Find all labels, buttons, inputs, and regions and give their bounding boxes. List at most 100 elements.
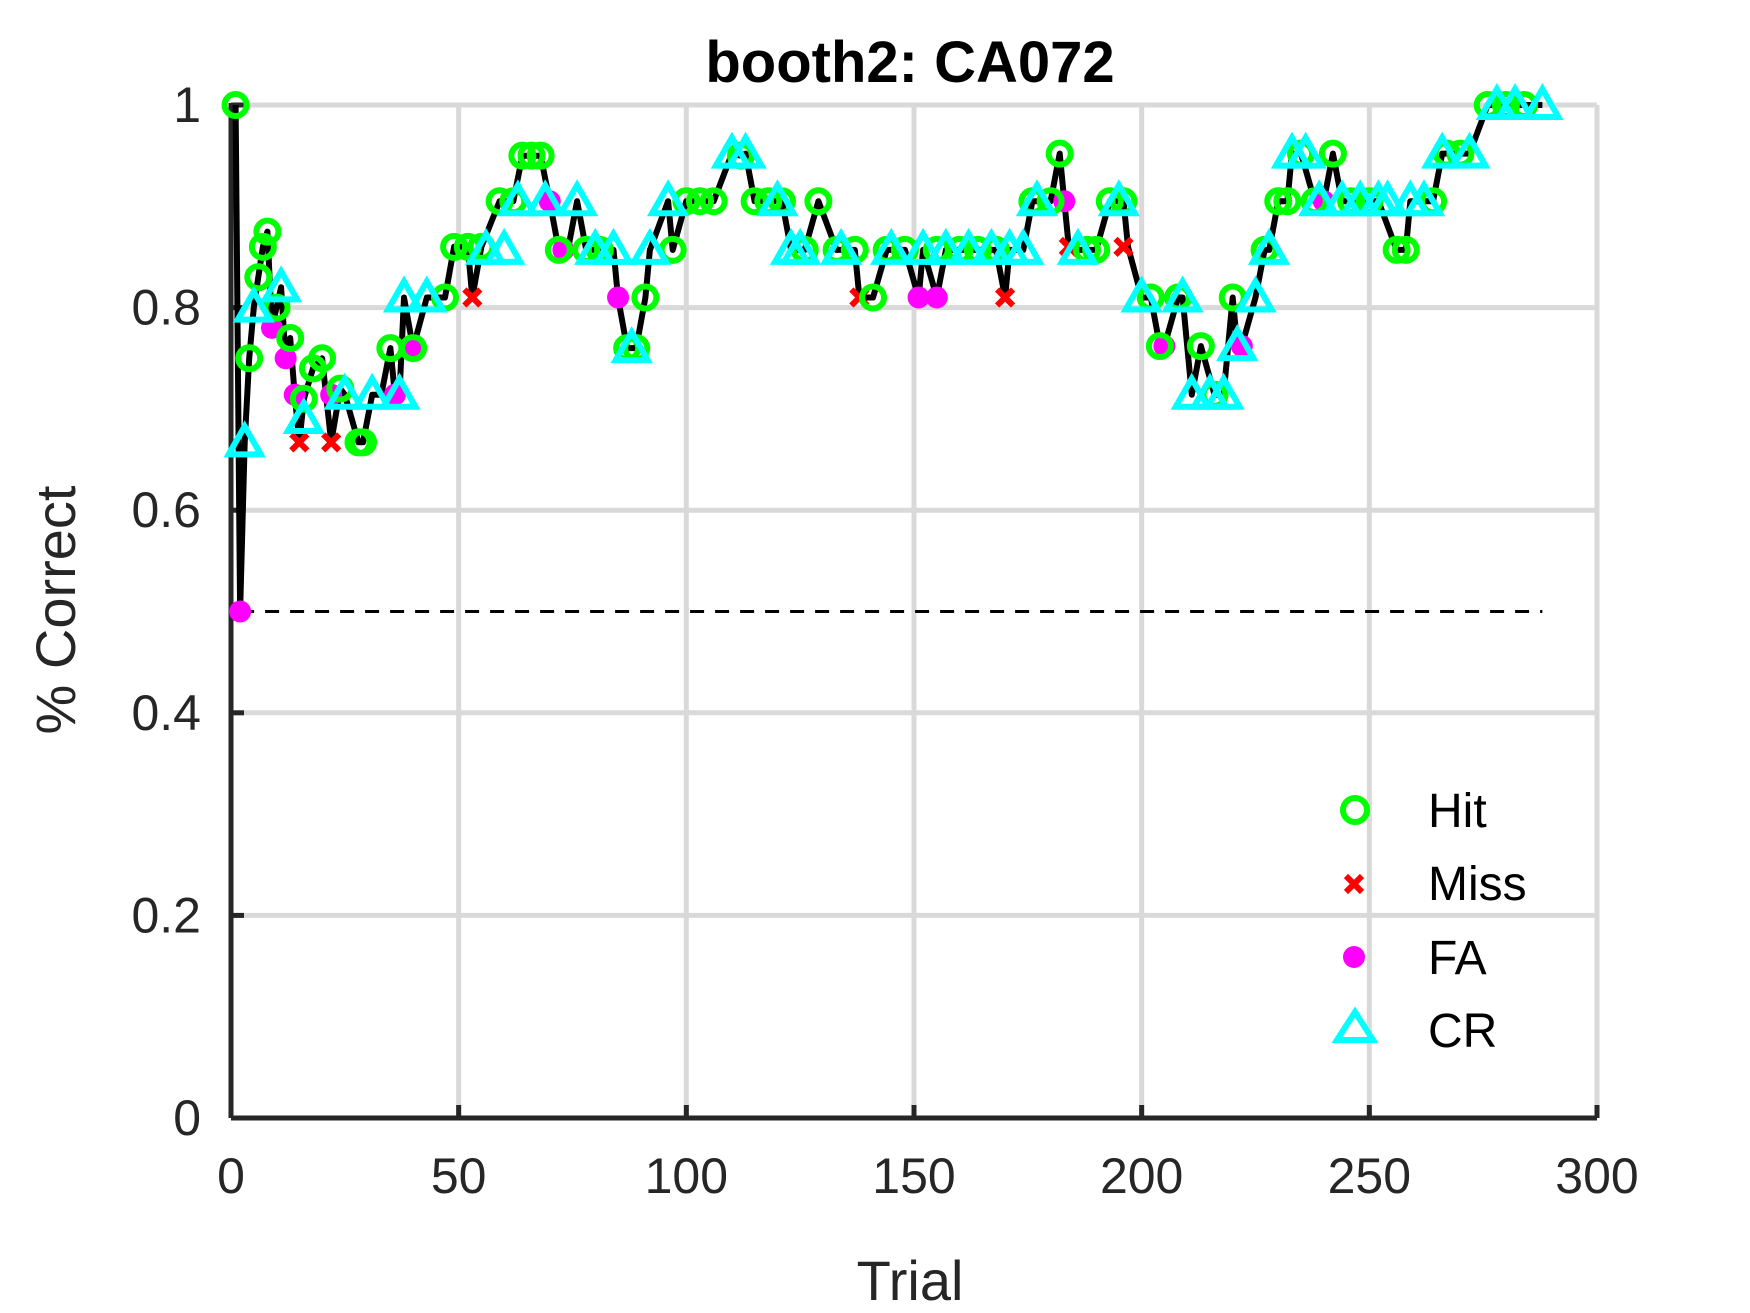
marker-cr [1002, 227, 1045, 265]
marker-hit [1318, 139, 1347, 168]
legend-entry-cr: CR [1331, 1005, 1497, 1058]
marker-cr [1521, 82, 1564, 120]
marker-cr [1097, 179, 1141, 217]
y-tick-label: 0.2 [131, 887, 201, 943]
y-tick-label: 0 [173, 1090, 201, 1146]
marker-cr [1366, 179, 1409, 217]
marker-cr [1216, 324, 1259, 362]
legend: Hit Miss FA CR [1331, 785, 1527, 1058]
x-tick-label: 50 [431, 1148, 487, 1204]
marker-hit [1382, 235, 1411, 264]
marker-cr [646, 179, 690, 217]
marker-fa [925, 286, 948, 309]
marker-hit [1145, 332, 1174, 361]
marker-cr [924, 227, 968, 265]
x-axis-label: Trial [857, 1249, 964, 1312]
marker-cr [382, 275, 426, 313]
marker-hit [699, 187, 728, 216]
marker-miss [289, 432, 310, 453]
marker-hit [1273, 187, 1302, 216]
marker-cr [901, 227, 945, 265]
marker-hit [276, 323, 305, 352]
marker-hit [544, 235, 573, 264]
x-tick-label: 300 [1555, 1148, 1638, 1204]
legend-hit-circle-icon [1340, 795, 1370, 825]
marker-hit [440, 232, 469, 261]
marker-cr [1015, 179, 1059, 217]
legend-cr-triangle-icon [1331, 1006, 1379, 1043]
markers [221, 82, 1564, 623]
marker-cr [1056, 227, 1100, 265]
marker-fa [402, 337, 425, 360]
legend-entry-miss: Miss [1343, 858, 1527, 911]
marker-hit [349, 428, 378, 457]
marker-fa [907, 286, 930, 309]
marker-cr [524, 179, 567, 217]
marker-cr [1161, 275, 1204, 313]
marker-cr [405, 275, 448, 313]
marker-cr [628, 227, 672, 265]
marker-hit [685, 187, 714, 216]
marker-hit [221, 91, 250, 119]
x-tick-label: 150 [872, 1148, 955, 1204]
marker-hit [517, 141, 546, 170]
marker-hit [248, 232, 277, 261]
marker-cr [778, 227, 822, 265]
marker-hit [399, 334, 428, 363]
marker-hit [289, 384, 318, 413]
marker-cr [947, 227, 990, 265]
x-tick-label: 0 [217, 1148, 245, 1204]
marker-cr [592, 227, 635, 265]
legend-entry-fa: FA [1343, 932, 1487, 985]
marker-hit [253, 217, 282, 246]
marker-cr [724, 131, 767, 169]
marker-miss [994, 287, 1016, 308]
legend-miss-label: Miss [1428, 858, 1527, 911]
y-tick-label: 0.4 [131, 685, 201, 741]
marker-hit [308, 344, 337, 373]
marker-cr [1284, 131, 1327, 169]
marker-hit [244, 263, 273, 292]
marker-hit [631, 283, 660, 312]
y-tick-label: 0.8 [131, 280, 201, 336]
legend-cr-label: CR [1428, 1005, 1497, 1058]
marker-cr [223, 420, 266, 458]
marker-hit [859, 283, 888, 312]
marker-cr [756, 179, 799, 217]
marker-cr [819, 227, 863, 265]
marker-fa [229, 600, 252, 623]
marker-fa [274, 347, 297, 370]
series-cr [223, 82, 1564, 458]
marker-cr [496, 179, 540, 217]
legend-fa-dot-icon [1343, 946, 1365, 968]
legend-entry-hit: Hit [1340, 785, 1487, 838]
marker-cr [1421, 131, 1464, 169]
marker-cr [555, 179, 599, 217]
legend-fa-label: FA [1428, 932, 1487, 985]
marker-cr [259, 265, 303, 303]
marker-cr [1247, 227, 1291, 265]
y-axis-label: % Correct [24, 485, 87, 734]
marker-cr [232, 285, 275, 323]
marker-cr [378, 372, 421, 410]
marker-cr [1448, 131, 1491, 169]
x-tick-label: 200 [1100, 1148, 1183, 1204]
y-tick-label: 1 [173, 77, 201, 133]
running-performance-line [232, 102, 1543, 615]
marker-cr [282, 396, 326, 435]
marker-hit [235, 344, 264, 373]
marker-cr [483, 227, 526, 265]
marker-cr [1202, 372, 1245, 410]
marker-cr [350, 372, 394, 410]
legend-miss-x-icon [1343, 873, 1365, 895]
marker-hit [1391, 235, 1420, 264]
marker-cr [1298, 179, 1341, 217]
marker-hit [804, 187, 833, 216]
marker-miss [1113, 236, 1134, 257]
marker-miss [321, 432, 342, 453]
marker-cr [870, 227, 913, 265]
marker-cr [1234, 275, 1277, 313]
tick-labels: 0 50 100 150 200 250 300 0 0.2 0.4 0.6 0.8 1 [131, 77, 1638, 1204]
marker-cr [1493, 82, 1537, 120]
